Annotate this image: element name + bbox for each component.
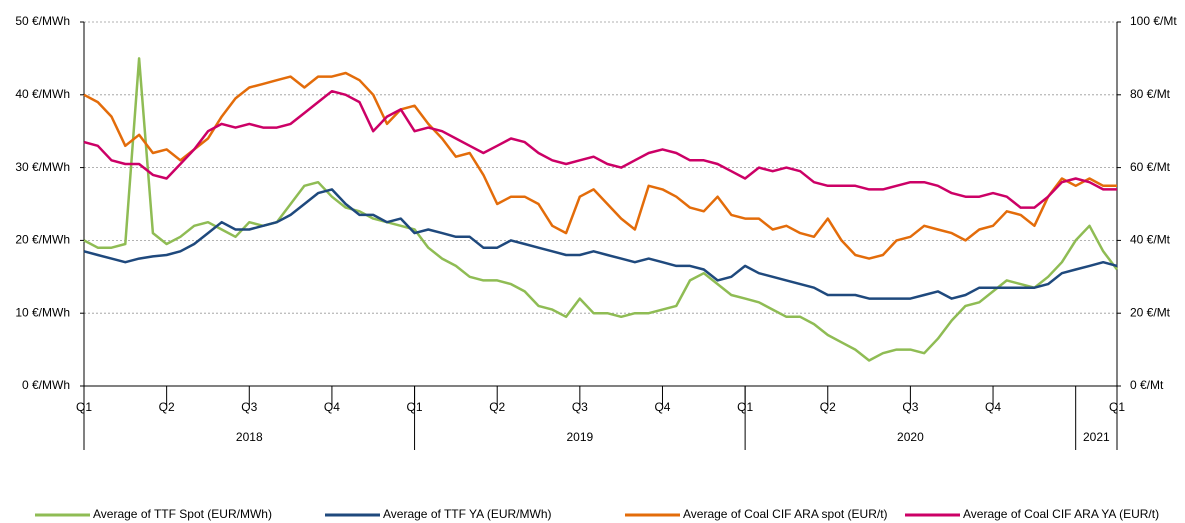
x-tick-label: Q2: [820, 400, 836, 414]
y2-tick-label: 100 €/Mt: [1130, 14, 1177, 28]
y-tick-label: 20 €/MWh: [15, 233, 70, 247]
legend-label: Average of TTF YA (EUR/MWh): [383, 507, 552, 521]
series-line: [83, 188, 1118, 300]
y2-tick-label: 40 €/Mt: [1130, 233, 1171, 247]
y-tick-label: 40 €/MWh: [15, 87, 70, 101]
year-label: 2021: [1083, 430, 1110, 444]
y-tick-label: 30 €/MWh: [15, 160, 70, 174]
x-tick-label: Q2: [489, 400, 505, 414]
x-tick-label: Q3: [572, 400, 588, 414]
x-tick-label: Q3: [902, 400, 918, 414]
y2-tick-label: 20 €/Mt: [1130, 305, 1171, 319]
y2-tick-label: 80 €/Mt: [1130, 87, 1171, 101]
y-tick-label: 10 €/MWh: [15, 305, 70, 319]
x-tick-label: Q4: [654, 400, 670, 414]
series-line: [83, 57, 1118, 362]
x-tick-label: Q3: [241, 400, 257, 414]
legend-label: Average of Coal CIF ARA YA (EUR/t): [963, 507, 1159, 521]
x-tick-label: Q4: [324, 400, 340, 414]
year-label: 2020: [897, 430, 924, 444]
series-line: [83, 89, 1117, 209]
y-tick-label: 50 €/MWh: [15, 14, 70, 28]
year-label: 2018: [236, 430, 263, 444]
y2-tick-label: 60 €/Mt: [1130, 160, 1171, 174]
y2-tick-label: 0 €/Mt: [1130, 378, 1164, 392]
year-label: 2019: [566, 430, 593, 444]
legend-label: Average of Coal CIF ARA spot (EUR/t): [683, 507, 888, 521]
legend-label: Average of TTF Spot (EUR/MWh): [93, 507, 272, 521]
y-tick-label: 0 €/MWh: [22, 378, 70, 392]
x-tick-label: Q2: [159, 400, 175, 414]
x-tick-label: Q4: [985, 400, 1001, 414]
series-line: [83, 71, 1117, 260]
